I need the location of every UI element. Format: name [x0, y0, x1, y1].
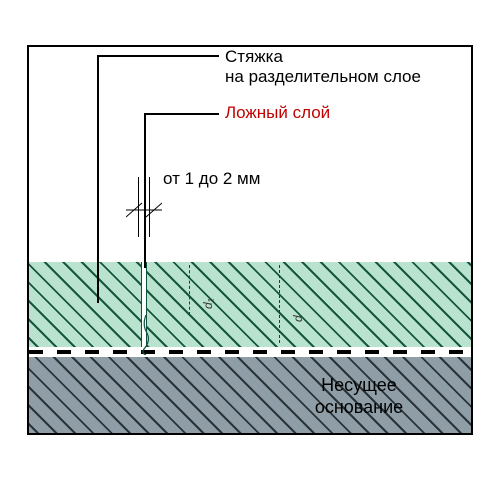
label-gap-dimension: от 1 до 2 мм [163, 169, 260, 189]
dimension-d2-line [279, 265, 280, 343]
leader-screed-vertical [97, 55, 99, 303]
leader-false-layer-vertical [144, 113, 146, 268]
diagram-frame: d₁ d Стяжка на разделительном слое Ложны… [27, 45, 473, 435]
dimension-tick-right [149, 177, 150, 237]
leader-false-layer-horizontal [144, 113, 219, 115]
leader-screed-horizontal [97, 55, 219, 57]
dimension-tick-left [138, 177, 139, 237]
layer-screed [29, 262, 471, 347]
cross-section-diagram: d₁ d Стяжка на разделительном слое Ложны… [0, 0, 500, 500]
expansion-joint-notch [141, 262, 147, 347]
label-base: Несущее основание [269, 375, 449, 418]
label-d2: d [291, 315, 305, 322]
label-screed: Стяжка на разделительном слое [225, 47, 421, 88]
label-false-layer: Ложный слой [225, 103, 330, 123]
label-d1: d₁ [201, 299, 215, 309]
separator-dashed-line [29, 350, 471, 354]
dimension-d1-line [189, 265, 190, 315]
